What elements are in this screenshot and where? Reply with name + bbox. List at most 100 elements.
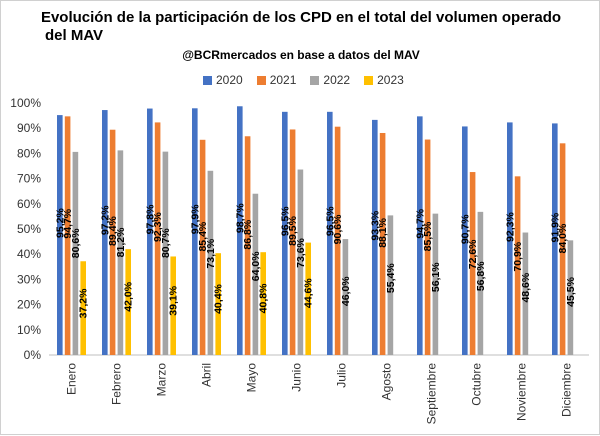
legend-item-2020: 2020 [203, 73, 243, 87]
x-tick-label: Julio [335, 363, 349, 388]
data-label-2021: 92,3% [152, 212, 164, 242]
data-label-2022: 64,0% [250, 251, 262, 281]
bar-2023-febrero [125, 249, 131, 355]
bar-2022-noviembre [522, 232, 529, 355]
legend-label-2020: 2020 [216, 73, 243, 87]
data-label-2023: 39,1% [168, 285, 180, 315]
x-tick-label: Octubre [470, 363, 484, 406]
y-tick-label: 70% [17, 172, 41, 186]
bar-2022-marzo [162, 151, 169, 355]
data-label-2021: 88,1% [377, 217, 389, 247]
bar-2021-marzo [154, 122, 161, 356]
bar-2020-noviembre [507, 122, 513, 356]
bar-2022-enero [72, 151, 79, 355]
data-label-2020: 96,5% [324, 206, 336, 236]
bar-2022-mayo [252, 193, 259, 355]
data-label-2020: 91,9% [549, 212, 561, 242]
y-tick-label: 10% [17, 323, 41, 337]
data-label-2023: 40,4% [213, 283, 225, 313]
bar-2020-octubre [462, 126, 468, 355]
y-tick-label: 30% [17, 272, 41, 286]
y-tick-label: 60% [17, 197, 41, 211]
bar-2020-mayo [237, 106, 243, 355]
y-tick-label: 50% [17, 222, 41, 236]
data-label-2022: 80,6% [70, 228, 82, 258]
bar-2022-febrero [117, 150, 124, 355]
bar-2023-abril [215, 253, 221, 355]
chart-legend: 2020 2021 2022 2023 [203, 72, 404, 88]
legend-item-2021: 2021 [256, 73, 297, 87]
data-label-2021: 84,0% [557, 223, 569, 253]
bar-2021-noviembre [514, 176, 521, 355]
x-tick-label: Septiembre [425, 363, 439, 425]
data-label-2022: 56,8% [475, 261, 487, 291]
y-tick-label: 40% [17, 247, 41, 261]
bar-2023-mayo [260, 252, 266, 355]
data-label-2022: 45,5% [565, 276, 577, 306]
bar-2022-septiembre [432, 213, 439, 355]
bar-2021-mayo [244, 136, 251, 355]
x-tick-label: Enero [65, 363, 79, 395]
x-tick-label: Noviembre [515, 363, 529, 421]
data-label-2023: 44,6% [303, 278, 315, 308]
data-label-2021: 72,6% [467, 239, 479, 269]
chart-title: Evolución de la participación de los CPD… [40, 9, 562, 26]
data-label-2020: 98,7% [234, 203, 246, 233]
data-label-2021: 86,8% [242, 219, 254, 249]
data-label-2020: 97,2% [99, 205, 111, 235]
data-label-2021: 89,5% [287, 215, 299, 245]
y-tick-label: 90% [17, 121, 41, 135]
y-tick-label: 20% [17, 298, 41, 312]
bar-2022-junio [297, 169, 304, 355]
data-label-2023: 40,8% [258, 283, 270, 313]
bar-2020-abril [192, 108, 198, 356]
legend-label-2022: 2022 [323, 73, 351, 87]
data-label-2020: 96,5% [279, 206, 291, 236]
legend-swatch-2021 [256, 75, 266, 85]
data-label-2023: 42,0% [123, 281, 135, 311]
bar-2020-diciembre [552, 123, 558, 355]
data-label-2020: 95,2% [54, 208, 66, 238]
legend-item-2023: 2023 [364, 73, 404, 87]
chart-subtitle: @BCRmercados en base a datos del MAV [182, 48, 420, 62]
x-tick-label: Junio [290, 363, 304, 392]
legend-item-2022: 2022 [310, 73, 350, 87]
bar-2021-diciembre [559, 143, 566, 355]
data-label-2022: 81,2% [115, 227, 127, 257]
bar-2021-junio [289, 129, 296, 355]
bar-2020-marzo [147, 108, 153, 355]
bar-2020-enero [57, 115, 63, 355]
bar-2022-abril [207, 170, 214, 355]
data-label-2020: 90,7% [459, 214, 471, 244]
data-label-2021: 70,9% [512, 241, 524, 271]
data-label-2021: 89,4% [107, 216, 119, 246]
legend-swatch-2022 [310, 75, 320, 85]
y-tick-label: 0% [24, 348, 42, 362]
legend-swatch-2020 [203, 75, 212, 85]
y-tick-label: 100% [10, 96, 41, 110]
bar-2020-agosto [372, 119, 378, 355]
y-tick-label: 80% [17, 146, 41, 160]
bar-2020-junio [282, 111, 288, 355]
legend-label-2021: 2021 [269, 73, 297, 87]
data-label-2021: 94,7% [62, 208, 74, 238]
x-tick-label: Abril [200, 363, 214, 387]
x-tick-label: Agosto [380, 363, 394, 401]
data-label-2020: 94,7% [414, 208, 426, 238]
bar-2022-agosto [387, 215, 394, 355]
x-tick-label: Marzo [155, 363, 169, 397]
bar-2023-marzo [170, 256, 176, 355]
data-label-2020: 97,8% [144, 204, 156, 234]
bar-2022-octubre [477, 211, 484, 355]
data-label-2022: 73,1% [205, 238, 217, 268]
data-label-2020: 93,3% [369, 210, 381, 240]
x-tick-label: Diciembre [560, 363, 574, 417]
data-label-2021: 85,4% [197, 221, 209, 251]
bar-2021-octubre [469, 172, 476, 355]
bar-2020-febrero [102, 110, 108, 355]
bar-2021-julio [334, 126, 341, 355]
legend-label-2023: 2023 [377, 73, 404, 87]
x-tick-label: Mayo [245, 363, 259, 393]
legend-swatch-2023 [364, 75, 374, 85]
